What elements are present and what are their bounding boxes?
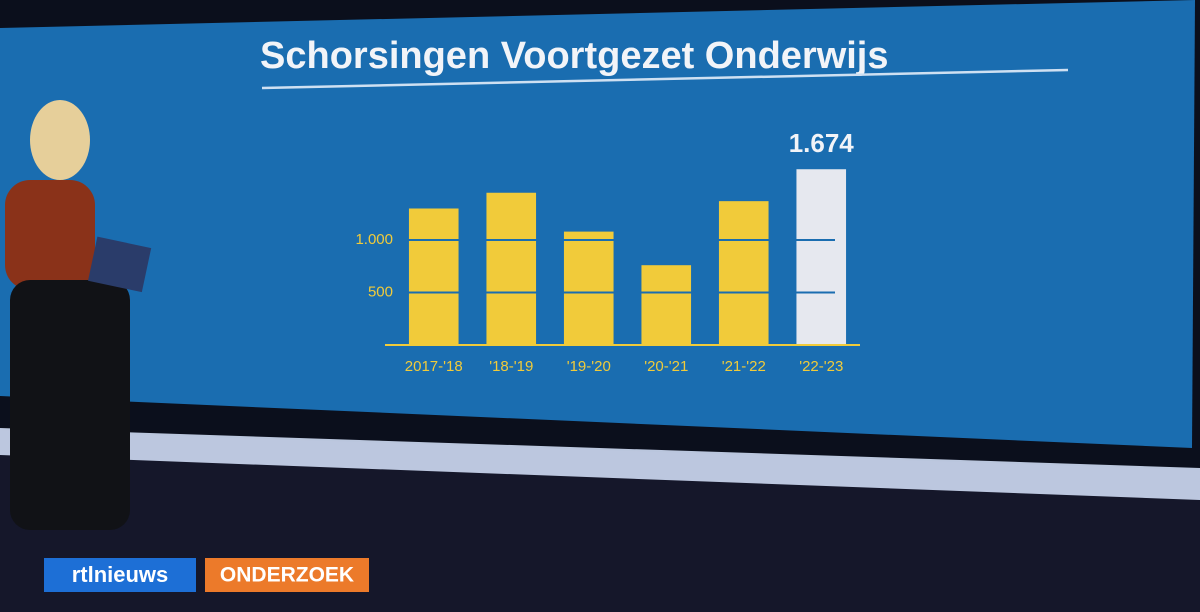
y-tick-label: 500 [368, 283, 393, 300]
bar [641, 265, 692, 345]
presenter [5, 100, 152, 530]
tag: ONDERZOEK [220, 564, 354, 587]
logo: rtlnieuws [72, 562, 169, 587]
x-tick-label: 2017-'18 [405, 358, 463, 375]
bar [718, 201, 769, 345]
bar [563, 231, 614, 345]
bar [408, 208, 459, 345]
bar [796, 169, 847, 345]
x-tick-label: '22-'23 [799, 358, 843, 375]
x-tick-label: '19-'20 [567, 358, 611, 375]
value-label: 1.674 [789, 128, 855, 158]
light-strip [0, 428, 1200, 500]
logo-box [44, 558, 196, 592]
y-tick-label: 1.000 [355, 231, 393, 248]
x-tick-label: '18-'19 [489, 358, 533, 375]
tag-box [205, 558, 369, 592]
title-underline [261, 68, 1069, 90]
bar [486, 192, 537, 345]
chart-title: Schorsingen Voortgezet Onderwijs [260, 35, 889, 77]
x-tick-label: '21-'22 [722, 358, 766, 375]
video-wall [0, 0, 1195, 448]
x-tick-label: '20-'21 [644, 358, 688, 375]
